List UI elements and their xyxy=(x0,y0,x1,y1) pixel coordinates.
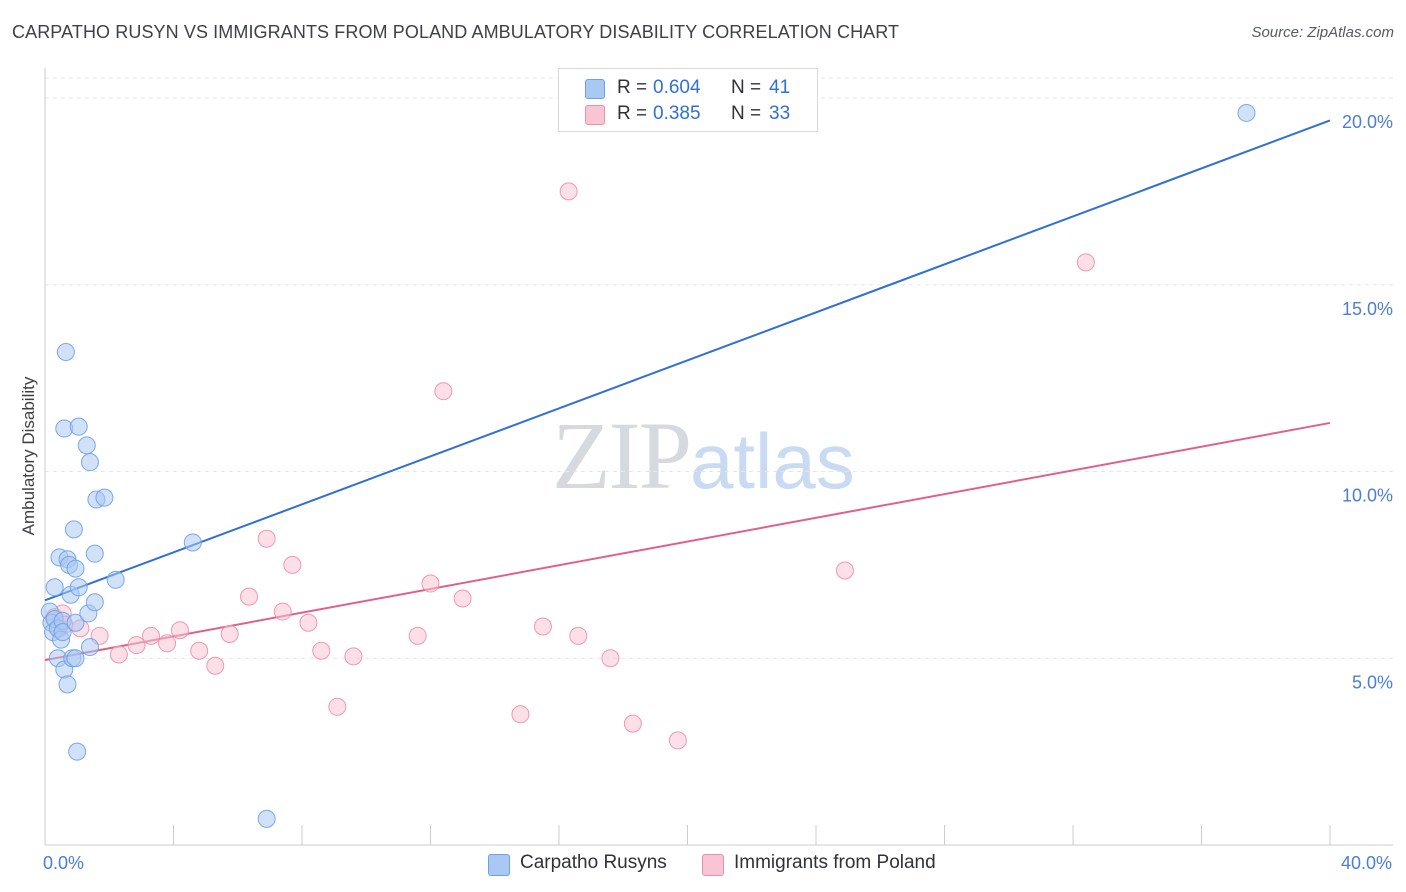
n-value: 33 xyxy=(769,103,791,124)
point-carpatho-rusyns xyxy=(58,675,77,694)
point-carpatho-rusyns xyxy=(66,613,85,632)
point-carpatho-rusyns xyxy=(80,638,99,657)
stats-legend: R = 0.604 N = 41 R = 0.385 N = 33 xyxy=(558,68,818,132)
trend-line-carpatho-rusyns xyxy=(44,119,1331,602)
point-immigrants-poland xyxy=(158,634,177,653)
point-immigrants-poland xyxy=(1076,253,1095,272)
y-tick-label: 10.0% xyxy=(1342,486,1393,506)
point-immigrants-poland xyxy=(127,636,146,655)
data-points xyxy=(40,103,1256,828)
point-immigrants-poland xyxy=(283,555,302,574)
point-carpatho-rusyns xyxy=(66,649,85,668)
point-immigrants-poland xyxy=(273,602,292,621)
point-immigrants-poland xyxy=(109,645,128,664)
trend-lines xyxy=(44,119,1331,662)
n-label: N = xyxy=(731,77,762,98)
y-tick-label: 20.0% xyxy=(1342,112,1393,132)
legend-swatch-pink xyxy=(702,854,724,876)
point-carpatho-rusyns xyxy=(183,533,202,552)
legend-label: Carpatho Rusyns xyxy=(520,852,667,873)
r-label: R = xyxy=(617,77,648,98)
tick-labels: 5.0% 10.0% 15.0% 20.0% 0.0% 40.0% Ambulatory D… xyxy=(19,112,1393,873)
point-immigrants-poland xyxy=(170,621,189,640)
r-value: 0.604 xyxy=(653,77,701,98)
legend-swatch-pink xyxy=(585,105,605,125)
legend-label: Immigrants from Poland xyxy=(734,852,936,873)
point-carpatho-rusyns xyxy=(80,453,99,472)
source-credit: Source: ZipAtlas.com xyxy=(1251,24,1394,41)
axes xyxy=(44,68,1393,846)
point-immigrants-poland xyxy=(220,624,239,643)
point-carpatho-rusyns xyxy=(66,559,85,578)
point-carpatho-rusyns xyxy=(85,593,104,612)
point-carpatho-rusyns xyxy=(95,488,114,507)
point-immigrants-poland xyxy=(559,182,578,201)
point-immigrants-poland xyxy=(344,647,363,666)
point-carpatho-rusyns xyxy=(85,544,104,563)
r-value: 0.385 xyxy=(653,103,701,124)
point-immigrants-poland xyxy=(453,589,472,608)
point-immigrants-poland xyxy=(312,641,331,660)
n-label: N = xyxy=(731,103,762,124)
point-immigrants-poland xyxy=(421,574,440,593)
point-immigrants-poland xyxy=(299,613,318,632)
y-tick-label: 5.0% xyxy=(1352,672,1393,692)
point-carpatho-rusyns xyxy=(1237,103,1256,122)
point-immigrants-poland xyxy=(328,697,347,716)
point-immigrants-poland xyxy=(601,649,620,668)
legend-swatch-blue xyxy=(488,854,510,876)
r-label: R = xyxy=(617,103,648,124)
point-immigrants-poland xyxy=(190,641,209,660)
point-immigrants-poland xyxy=(511,705,530,724)
point-carpatho-rusyns xyxy=(56,342,75,361)
point-immigrants-poland xyxy=(533,617,552,636)
point-carpatho-rusyns xyxy=(69,578,88,597)
trend-line-immigrants-poland xyxy=(44,421,1331,662)
point-immigrants-poland xyxy=(623,714,642,733)
point-immigrants-poland xyxy=(408,626,427,645)
point-carpatho-rusyns xyxy=(68,742,87,761)
chart-title: CARPATHO RUSYN VS IMMIGRANTS FROM POLAND… xyxy=(12,22,900,42)
point-immigrants-poland xyxy=(142,626,161,645)
point-carpatho-rusyns xyxy=(257,809,276,828)
point-immigrants-poland xyxy=(569,626,588,645)
point-immigrants-poland xyxy=(239,587,258,606)
point-immigrants-poland xyxy=(257,529,276,548)
x-tick-label: 40.0% xyxy=(1341,853,1392,873)
y-tick-label: 15.0% xyxy=(1342,299,1393,319)
point-carpatho-rusyns xyxy=(77,436,96,455)
point-carpatho-rusyns xyxy=(106,570,125,589)
point-immigrants-poland xyxy=(434,382,453,401)
gridlines xyxy=(45,77,1393,659)
point-carpatho-rusyns xyxy=(64,520,83,539)
legend-swatch-blue xyxy=(585,79,605,99)
point-carpatho-rusyns xyxy=(69,417,88,436)
x-tick-label: 0.0% xyxy=(43,853,84,873)
n-value: 41 xyxy=(769,77,791,98)
point-carpatho-rusyns xyxy=(53,623,72,642)
point-immigrants-poland xyxy=(206,656,225,675)
point-immigrants-poland xyxy=(835,561,854,580)
y-axis-label: Ambulatory Disability xyxy=(19,376,38,535)
point-immigrants-poland xyxy=(668,731,687,750)
point-carpatho-rusyns xyxy=(45,578,64,597)
